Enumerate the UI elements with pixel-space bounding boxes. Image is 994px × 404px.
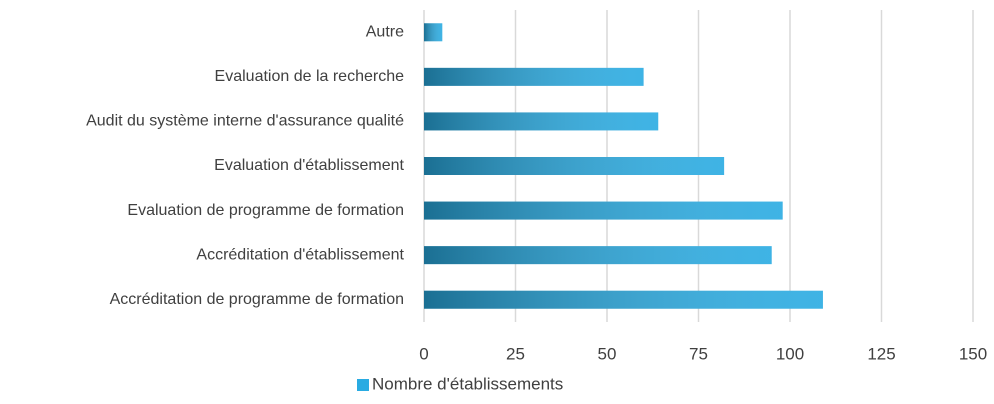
y-tick-label: Audit du système interne d'assurance qua…: [86, 113, 404, 130]
y-tick-label: Evaluation de la recherche: [215, 68, 405, 85]
legend-label: Nombre d'établissements: [372, 374, 563, 393]
x-tick-label: 125: [867, 344, 895, 363]
bar-shade: [424, 23, 443, 42]
bar-shade: [424, 246, 772, 265]
bar-shade: [424, 67, 644, 86]
bar-shade: [424, 112, 659, 131]
bar-shade: [424, 157, 725, 175]
x-tick-label: 75: [689, 344, 708, 363]
y-tick-label: Accréditation de programme de formation: [110, 291, 404, 308]
bar-shade: [424, 201, 783, 220]
y-tick-label: Accréditation d'établissement: [196, 246, 404, 263]
bar-shade: [424, 290, 823, 309]
y-tick-label: Evaluation d'établissement: [214, 157, 404, 174]
y-tick-label: Autre: [366, 24, 404, 41]
x-tick-label: 25: [506, 344, 525, 363]
x-tick-label: 150: [959, 344, 987, 363]
legend-swatch: [357, 379, 369, 391]
x-tick-label: 0: [419, 344, 428, 363]
y-tick-label: Evaluation de programme de formation: [127, 202, 404, 219]
x-tick-label: 100: [776, 344, 804, 363]
x-tick-label: 50: [598, 344, 617, 363]
